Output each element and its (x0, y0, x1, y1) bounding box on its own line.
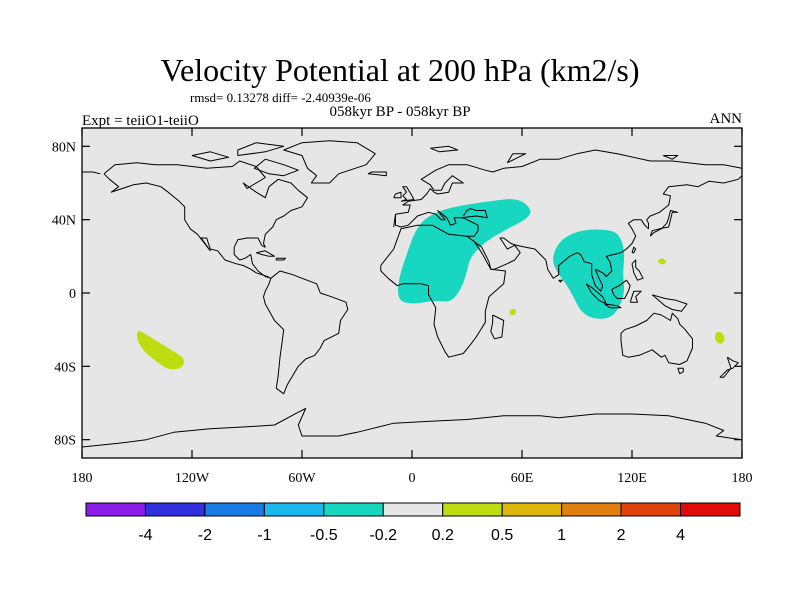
coastline (256, 250, 275, 257)
coastline (253, 158, 299, 177)
coastline (611, 279, 631, 299)
lon-tick-label: 60W (288, 471, 316, 486)
colorbar-swatch (204, 502, 265, 517)
coastline (263, 270, 349, 395)
coastline (191, 151, 230, 162)
anomaly-new-caledonia-positive (714, 331, 725, 344)
anomaly-west-pacific-positive (657, 258, 666, 265)
coastline (631, 246, 637, 254)
colorbar-label: -1 (257, 527, 271, 544)
coastline (620, 312, 693, 365)
coastline (393, 191, 402, 199)
coastline (367, 171, 387, 177)
colorbar-swatch (85, 502, 146, 517)
colorbar-label: -0.2 (369, 527, 397, 544)
colorbar-label: -4 (138, 527, 152, 544)
coastline (275, 257, 286, 261)
colorbar-swatch (561, 502, 622, 517)
map-panel: 80N 40N 0 40S 80S 180 120W 60W 0 60E 120E 180 (52, 127, 753, 486)
lat-tick-label: 80S (54, 434, 76, 449)
lat-tick-label: 80N (52, 140, 76, 155)
lon-tick-label: 180 (732, 471, 753, 486)
colorbar-swatch (501, 502, 563, 517)
colorbar-swatch (382, 502, 444, 517)
colorbar-swatch (442, 502, 503, 517)
coastline (430, 145, 459, 153)
lon-tick-label: 0 (409, 471, 416, 486)
coastline (474, 175, 742, 292)
lat-tick-label: 40N (52, 214, 76, 229)
coastline (677, 367, 684, 375)
comparison-subtitle: 058kyr BP - 058kyr BP (329, 104, 471, 120)
plot-title: Velocity Potential at 200 hPa (km2/s) (160, 52, 640, 88)
colorbar-label: 1 (557, 527, 566, 544)
coastline (283, 140, 376, 184)
map-content (82, 140, 742, 448)
season-label: ANN (709, 111, 743, 127)
colorbar-swatch (263, 502, 325, 517)
lon-tick-label: 60E (511, 471, 534, 486)
anomaly-south-pacific-positive (137, 331, 184, 370)
coastline (651, 294, 688, 312)
coastline (663, 155, 679, 160)
coastline (719, 356, 739, 378)
coastline (604, 303, 622, 309)
coastline (649, 210, 679, 237)
coastline (82, 408, 742, 448)
colorbar-label: 2 (617, 527, 626, 544)
coastline (82, 171, 101, 175)
anomaly-madagascar-positive (509, 308, 517, 315)
colorbar-label: 0.5 (491, 527, 513, 544)
coastline (506, 153, 527, 164)
coastline (400, 186, 415, 202)
colorbar-swatch (620, 502, 682, 517)
coastline (629, 290, 642, 303)
coastline (237, 142, 285, 156)
lon-tick-label: 180 (72, 471, 93, 486)
coastline (103, 160, 308, 279)
coastline (380, 224, 506, 358)
colorbar-label: 0.2 (432, 527, 454, 544)
lon-tick-label: 120E (617, 471, 647, 486)
anomaly-asia-negative (553, 229, 625, 319)
experiment-label: Expt = teiiO1-teiiO (82, 113, 199, 129)
lon-tick-label: 120W (175, 471, 210, 486)
coastline (393, 149, 742, 228)
coastline (558, 279, 563, 283)
coastline (395, 210, 479, 237)
coastline (631, 259, 644, 281)
coastline (490, 314, 505, 340)
colorbar-label: -0.5 (310, 527, 338, 544)
lat-tick-label: 0 (69, 287, 76, 302)
colorbar-swatch (144, 502, 206, 517)
colorbar-label: 4 (676, 527, 685, 544)
lat-tick-label: 40S (54, 360, 76, 375)
rmsd-diff-stats: rmsd= 0.13278 diff= -2.40939e-06 (190, 90, 371, 105)
colorbar-swatch (323, 502, 384, 517)
colorbar-swatch (680, 502, 741, 517)
coastline (461, 208, 488, 219)
colorbar: -4 -2 -1 -0.5 -0.2 0.2 0.5 1 2 4 (85, 502, 741, 544)
colorbar-label: -2 (198, 527, 212, 544)
